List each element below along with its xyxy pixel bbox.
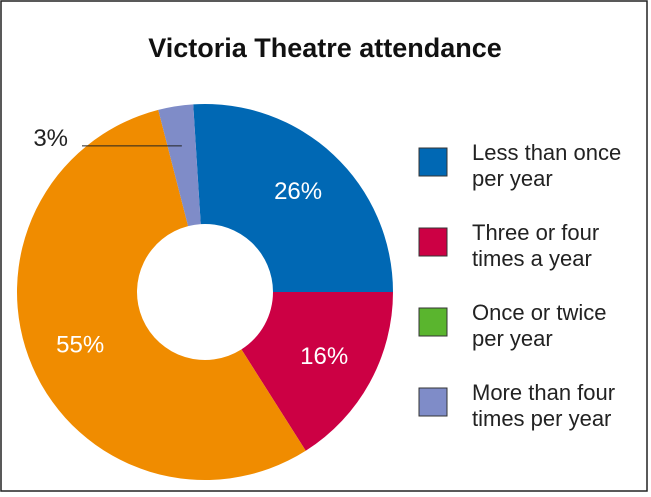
- data-label: 3%: [33, 125, 68, 152]
- legend-swatch: [418, 227, 448, 257]
- donut-segment: [158, 104, 201, 227]
- legend-label: More than four times per year: [472, 380, 616, 431]
- donut-segment: [241, 292, 393, 451]
- data-label: 16%: [300, 343, 348, 370]
- legend-label: Once or twice per year: [472, 300, 607, 351]
- legend-label: Three or four times a year: [472, 220, 600, 271]
- legend-swatch: [418, 147, 448, 177]
- data-label: 26%: [274, 178, 322, 205]
- legend-label: Less than once per year: [472, 140, 622, 191]
- donut-segment: [193, 104, 393, 292]
- legend-swatch: [418, 387, 448, 417]
- chart-title: Victoria Theatre attendance: [148, 33, 502, 63]
- data-label: 55%: [56, 331, 104, 358]
- donut-segment: [16, 109, 306, 480]
- legend-swatch: [418, 307, 448, 337]
